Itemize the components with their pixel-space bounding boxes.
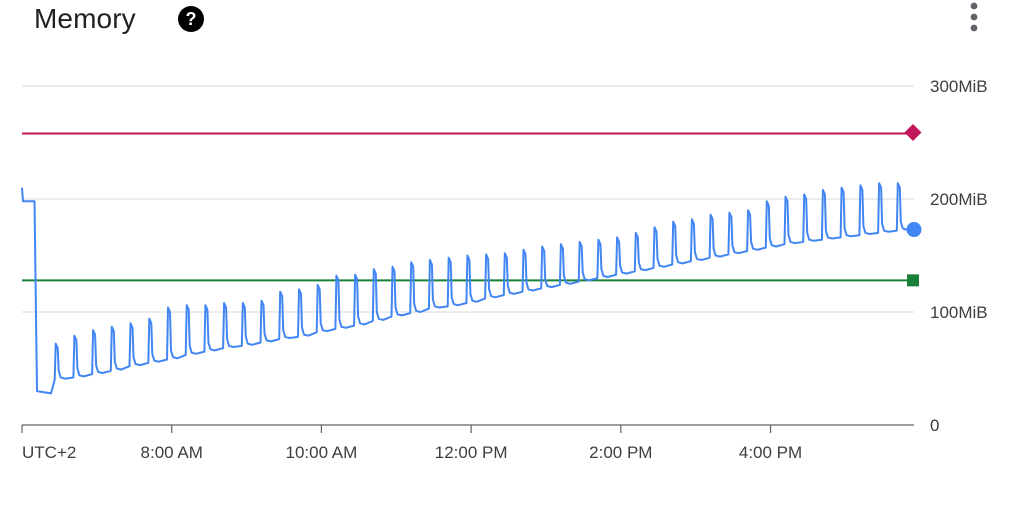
svg-text:?: ?: [186, 9, 197, 29]
threshold-marker-square: [907, 274, 919, 287]
series-end-marker: [906, 222, 922, 238]
y-tick-label: 0: [930, 416, 939, 435]
y-tick-label: 100MiB: [930, 303, 988, 322]
x-tick-label: 10:00 AM: [285, 443, 357, 462]
more-vert-icon[interactable]: [962, 0, 986, 36]
chart-header: Memory ?: [0, 0, 1018, 44]
chart-title: Memory: [34, 3, 136, 34]
x-tick-label: 2:00 PM: [589, 443, 652, 462]
x-tick-label: 4:00 PM: [739, 443, 802, 462]
memory-series-line: [21, 182, 914, 395]
help-circle-icon[interactable]: ?: [177, 5, 205, 33]
x-tick-label-timezone: UTC+2: [22, 443, 76, 462]
threshold-marker-diamond: [904, 123, 922, 141]
y-tick-label: 300MiB: [930, 77, 988, 96]
x-tick-label: 8:00 AM: [141, 443, 203, 462]
y-tick-label: 200MiB: [930, 190, 988, 209]
x-tick-label: 12:00 PM: [435, 443, 508, 462]
